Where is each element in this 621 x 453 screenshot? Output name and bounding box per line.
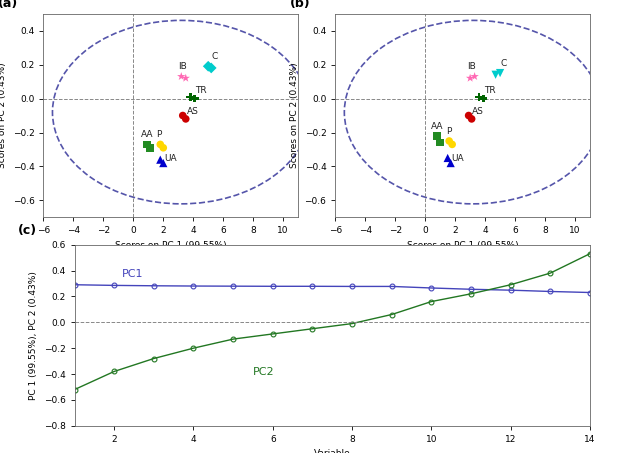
- Point: [158, 159, 168, 167]
- Point: [176, 73, 186, 80]
- Point: [465, 75, 475, 82]
- Text: C: C: [212, 52, 218, 61]
- Point: [181, 116, 191, 123]
- X-axis label: Variable: Variable: [314, 449, 351, 453]
- Point: [155, 156, 165, 164]
- Point: [142, 141, 152, 148]
- Y-axis label: Scores on PC 2 (0.43%): Scores on PC 2 (0.43%): [290, 63, 299, 169]
- Text: (b): (b): [289, 0, 310, 10]
- Point: [466, 116, 476, 123]
- Text: TR: TR: [484, 86, 496, 95]
- Point: [495, 69, 505, 77]
- Text: PC2: PC2: [253, 367, 274, 377]
- Point: [181, 75, 191, 82]
- Point: [447, 141, 457, 148]
- Text: UA: UA: [164, 154, 176, 163]
- Point: [446, 159, 456, 167]
- Point: [178, 112, 188, 119]
- Text: IB: IB: [467, 63, 476, 72]
- Text: AS: AS: [186, 106, 198, 116]
- Text: C: C: [501, 59, 507, 68]
- Point: [479, 95, 489, 102]
- Y-axis label: PC 1 (99.55%), PC 2 (0.43%): PC 1 (99.55%), PC 2 (0.43%): [29, 271, 38, 400]
- Text: (c): (c): [18, 224, 37, 237]
- Text: P: P: [446, 127, 451, 136]
- Point: [203, 63, 213, 70]
- Point: [435, 139, 445, 146]
- Point: [443, 154, 453, 162]
- Text: UA: UA: [451, 154, 464, 163]
- Text: AS: AS: [473, 106, 484, 116]
- Text: AA: AA: [431, 122, 443, 131]
- Point: [444, 137, 454, 145]
- Point: [474, 93, 484, 101]
- Text: PC1: PC1: [122, 269, 143, 279]
- Point: [155, 141, 165, 148]
- Point: [491, 71, 501, 78]
- Text: (a): (a): [0, 0, 18, 10]
- Point: [206, 64, 216, 72]
- Text: P: P: [156, 130, 162, 140]
- Point: [185, 93, 195, 101]
- X-axis label: Scores on PC 1 (99.55%): Scores on PC 1 (99.55%): [115, 241, 227, 250]
- Point: [145, 144, 155, 151]
- Text: TR: TR: [196, 86, 207, 95]
- Point: [464, 112, 474, 119]
- Text: IB: IB: [178, 63, 187, 72]
- Y-axis label: Scores on PC 2 (0.43%): Scores on PC 2 (0.43%): [0, 63, 7, 169]
- Point: [432, 132, 442, 140]
- X-axis label: Scores on PC 1 (99.55%): Scores on PC 1 (99.55%): [407, 241, 519, 250]
- Point: [190, 95, 200, 102]
- Point: [158, 144, 168, 151]
- Text: AA: AA: [141, 130, 153, 140]
- Point: [469, 73, 479, 80]
